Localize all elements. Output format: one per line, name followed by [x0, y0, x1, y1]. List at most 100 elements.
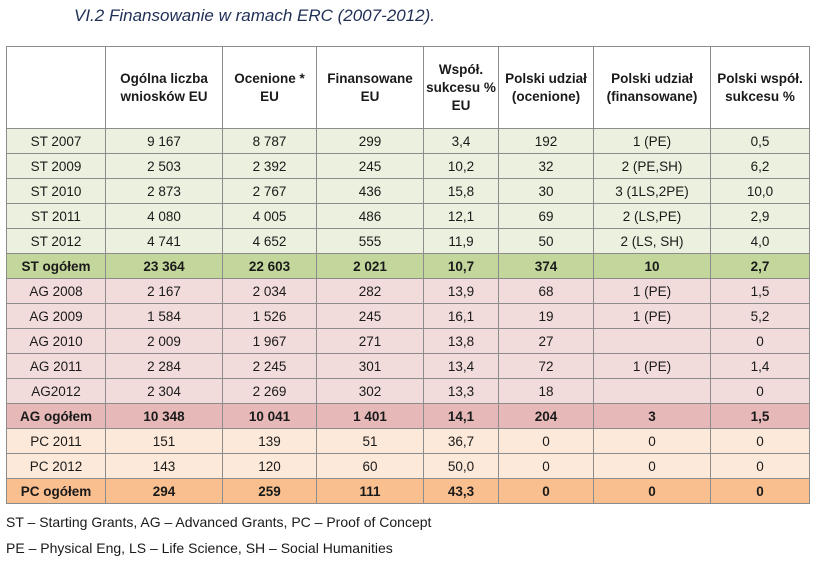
table-cell: 15,8	[423, 178, 499, 204]
row-label-cell: AG 2009	[6, 303, 106, 329]
table-cell	[593, 328, 711, 354]
table-total-row: AG ogółem 10 348 10 041 1 401 14,1 204 3 1,5	[6, 403, 810, 429]
table-cell: 1 526	[222, 303, 317, 329]
table-cell: 204	[498, 403, 594, 429]
table-cell: 3,4	[423, 128, 499, 154]
table-cell: 14,1	[423, 403, 499, 429]
page-title: VI.2 Finansowanie w ramach ERC (2007-201…	[74, 6, 435, 25]
row-label-cell: ST 2011	[6, 203, 106, 229]
table-cell: 374	[498, 253, 594, 279]
row-label-cell: PC ogółem	[6, 478, 106, 504]
table-cell: 0	[498, 478, 594, 504]
row-label-cell: ST 2012	[6, 228, 106, 254]
table-cell: 555	[316, 228, 424, 254]
table-row: AG 2009 1 584 1 526 245 16,1 19 1 (PE) 5,2	[6, 303, 810, 329]
table-cell: 2 167	[105, 278, 223, 304]
table-cell: 301	[316, 353, 424, 379]
table-row: ST 2007 9 167 8 787 299 3,4 192 1 (PE) 0,5	[6, 128, 810, 154]
row-label-cell: AG2012	[6, 378, 106, 404]
table-cell: 259	[222, 478, 317, 504]
table-cell	[593, 378, 711, 404]
row-label-cell: PC 2012	[6, 453, 106, 479]
table-total-row: ST ogółem 23 364 22 603 2 021 10,7 374 10 2,7	[6, 253, 810, 279]
row-label-cell: ST ogółem	[6, 253, 106, 279]
table-cell: 0	[498, 428, 594, 454]
table-cell: 1 584	[105, 303, 223, 329]
table-cell: 1 (PE)	[593, 303, 711, 329]
table-cell: 23 364	[105, 253, 223, 279]
table-cell: 0,5	[710, 128, 810, 154]
row-label-cell: PC 2011	[6, 428, 106, 454]
table-cell: 69	[498, 203, 594, 229]
table-cell: 10,2	[423, 153, 499, 179]
header-cell-polish-success-rate: Polski współ. sukcesu %	[710, 46, 810, 129]
table-cell: 0	[593, 428, 711, 454]
table-cell: 282	[316, 278, 424, 304]
table-row: ST 2011 4 080 4 005 486 12,1 69 2 (LS,PE) 2,9	[6, 203, 810, 229]
table-cell: 1 967	[222, 328, 317, 354]
table-cell: 0	[710, 453, 810, 479]
row-label-cell: AG 2011	[6, 353, 106, 379]
header-cell-success-rate: Współ. sukcesu % EU	[423, 46, 499, 129]
table-cell: 72	[498, 353, 594, 379]
table-cell: 16,1	[423, 303, 499, 329]
row-label-cell: AG ogółem	[6, 403, 106, 429]
table-cell: 3 (1LS,2PE)	[593, 178, 711, 204]
table-cell: 0	[593, 453, 711, 479]
table-row: AG2012 2 304 2 269 302 13,3 18 0	[6, 378, 810, 404]
table-cell: 2 245	[222, 353, 317, 379]
table-row: ST 2009 2 503 2 392 245 10,2 32 2 (PE,SH) 6,2	[6, 153, 810, 179]
table-cell: 19	[498, 303, 594, 329]
table-cell: 18	[498, 378, 594, 404]
table-cell: 13,3	[423, 378, 499, 404]
table-row: ST 2012 4 741 4 652 555 11,9 50 2 (LS, SH) 4,0	[6, 228, 810, 254]
table-row: AG 2010 2 009 1 967 271 13,8 27 0	[6, 328, 810, 354]
table-cell: 2 021	[316, 253, 424, 279]
table-cell: 299	[316, 128, 424, 154]
table-cell: 2 392	[222, 153, 317, 179]
table-cell: 2 (LS, SH)	[593, 228, 711, 254]
row-label-cell: ST 2007	[6, 128, 106, 154]
table-body: ST 2007 9 167 8 787 299 3,4 192 1 (PE) 0,5 ST 20…	[6, 128, 810, 504]
table-cell: 4,0	[710, 228, 810, 254]
table-cell: 2 (PE,SH)	[593, 153, 711, 179]
header-cell-evaluated: Ocenione * EU	[222, 46, 317, 129]
table-cell: 2 304	[105, 378, 223, 404]
table-header-row: Ogólna liczba wniosków EU Ocenione * EU …	[6, 46, 810, 129]
table-cell: 0	[710, 428, 810, 454]
table-cell: 13,8	[423, 328, 499, 354]
table-total-row: PC ogółem 294 259 111 43,3 0 0 0	[6, 478, 810, 504]
table-cell: 2 269	[222, 378, 317, 404]
header-cell-polish-evaluated: Polski udział (ocenione)	[498, 46, 594, 129]
table-cell: 1,4	[710, 353, 810, 379]
table-cell: 10,0	[710, 178, 810, 204]
table-cell: 10 041	[222, 403, 317, 429]
table-cell: 139	[222, 428, 317, 454]
table-cell: 245	[316, 303, 424, 329]
table-cell: 486	[316, 203, 424, 229]
table-cell: 36,7	[423, 428, 499, 454]
table-cell: 2 284	[105, 353, 223, 379]
table-cell: 6,2	[710, 153, 810, 179]
table-cell: 2 (LS,PE)	[593, 203, 711, 229]
table-cell: 32	[498, 153, 594, 179]
erc-funding-table: Ogólna liczba wniosków EU Ocenione * EU …	[6, 46, 810, 504]
table-cell: 43,3	[423, 478, 499, 504]
table-cell: 9 167	[105, 128, 223, 154]
table-cell: 4 005	[222, 203, 317, 229]
footnotes: ST – Starting Grants, AG – Advanced Gran…	[6, 509, 431, 561]
table-cell: 294	[105, 478, 223, 504]
table-cell: 1 (PE)	[593, 353, 711, 379]
table-cell: 151	[105, 428, 223, 454]
table-cell: 1,5	[710, 278, 810, 304]
table-cell: 50	[498, 228, 594, 254]
table-cell: 1 (PE)	[593, 128, 711, 154]
footnote-grant-types: ST – Starting Grants, AG – Advanced Gran…	[6, 514, 432, 530]
table-cell: 12,1	[423, 203, 499, 229]
table-cell: 302	[316, 378, 424, 404]
table-cell: 13,4	[423, 353, 499, 379]
header-cell-polish-funded: Polski udział (finansowane)	[593, 46, 711, 129]
row-label-cell: AG 2008	[6, 278, 106, 304]
table-cell: 0	[593, 478, 711, 504]
table-cell: 1 401	[316, 403, 424, 429]
